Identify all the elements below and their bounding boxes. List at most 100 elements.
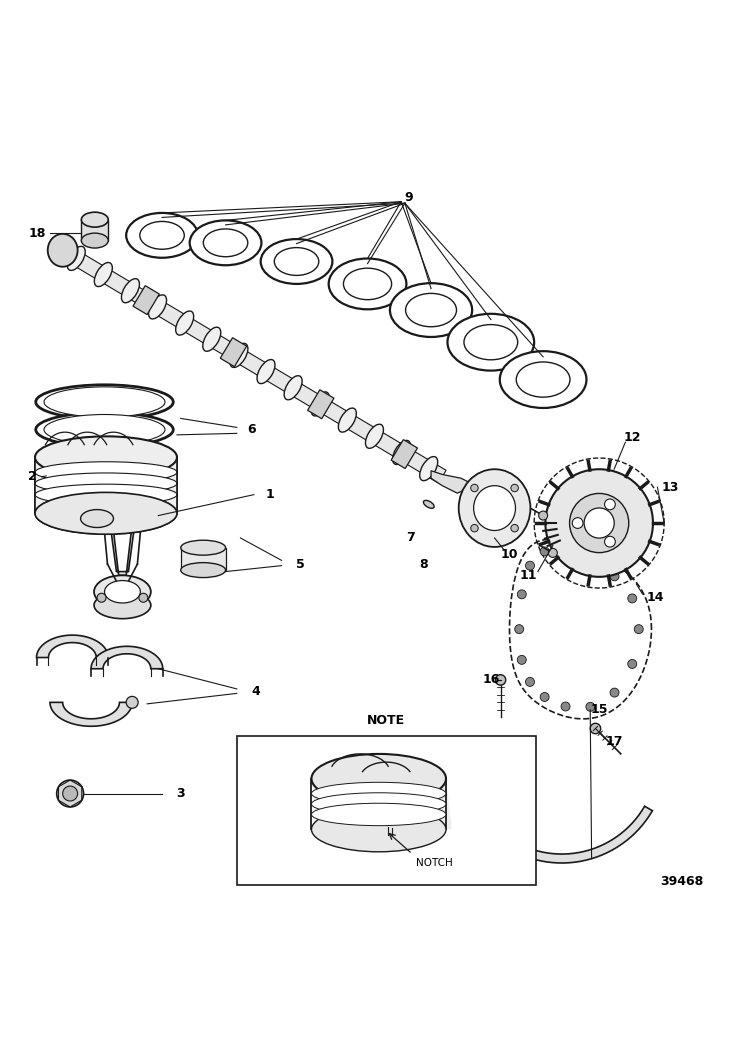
Ellipse shape [57, 780, 83, 807]
Ellipse shape [35, 473, 177, 493]
Ellipse shape [181, 540, 226, 555]
Ellipse shape [464, 325, 518, 360]
Polygon shape [101, 493, 143, 575]
Polygon shape [35, 457, 177, 514]
Polygon shape [91, 646, 163, 668]
Text: 18: 18 [28, 227, 46, 240]
Polygon shape [50, 236, 76, 265]
Ellipse shape [540, 547, 549, 556]
Ellipse shape [610, 689, 619, 697]
Ellipse shape [459, 469, 530, 546]
Polygon shape [37, 636, 108, 658]
Ellipse shape [35, 492, 177, 535]
Ellipse shape [584, 508, 614, 538]
Ellipse shape [126, 696, 138, 709]
Ellipse shape [126, 213, 198, 258]
Text: NOTE: NOTE [368, 714, 405, 727]
Polygon shape [311, 779, 452, 830]
Ellipse shape [511, 524, 518, 532]
Text: 9: 9 [404, 191, 413, 205]
Ellipse shape [97, 593, 106, 603]
Ellipse shape [516, 362, 570, 397]
Polygon shape [133, 285, 159, 314]
Ellipse shape [36, 413, 173, 447]
Ellipse shape [48, 233, 77, 266]
Ellipse shape [139, 593, 148, 603]
Ellipse shape [448, 314, 534, 370]
Ellipse shape [261, 239, 332, 284]
Text: 10: 10 [501, 547, 518, 561]
Ellipse shape [471, 484, 478, 491]
Text: 13: 13 [662, 481, 679, 493]
Text: 14: 14 [646, 591, 664, 605]
Text: NOTCH: NOTCH [416, 857, 453, 868]
Text: 39468: 39468 [661, 874, 704, 888]
Ellipse shape [569, 493, 628, 553]
Ellipse shape [44, 415, 165, 445]
Ellipse shape [328, 259, 406, 310]
Bar [237, 736, 536, 886]
Ellipse shape [500, 351, 586, 408]
Ellipse shape [604, 536, 615, 547]
Ellipse shape [274, 247, 319, 276]
Ellipse shape [474, 486, 515, 530]
Polygon shape [81, 220, 108, 241]
Ellipse shape [311, 392, 329, 416]
Ellipse shape [81, 212, 108, 227]
Text: 17: 17 [605, 734, 622, 748]
Text: 6: 6 [248, 423, 256, 436]
Text: 8: 8 [419, 558, 428, 571]
Ellipse shape [406, 294, 457, 327]
Text: 12: 12 [624, 431, 641, 443]
Polygon shape [181, 547, 226, 570]
Ellipse shape [538, 511, 548, 520]
Ellipse shape [35, 462, 177, 483]
Ellipse shape [203, 229, 248, 257]
Ellipse shape [311, 754, 446, 803]
Ellipse shape [148, 295, 166, 319]
Ellipse shape [230, 344, 248, 367]
Ellipse shape [540, 693, 549, 701]
Ellipse shape [590, 724, 601, 734]
Ellipse shape [44, 387, 165, 417]
Ellipse shape [526, 677, 535, 686]
Ellipse shape [176, 311, 194, 335]
Ellipse shape [284, 376, 302, 400]
Ellipse shape [311, 793, 446, 815]
Ellipse shape [365, 424, 383, 449]
Ellipse shape [80, 509, 113, 527]
Ellipse shape [344, 268, 392, 299]
Ellipse shape [514, 625, 523, 633]
Ellipse shape [526, 561, 535, 570]
Ellipse shape [94, 262, 112, 286]
Ellipse shape [518, 590, 526, 598]
Ellipse shape [311, 803, 446, 825]
Ellipse shape [628, 594, 637, 603]
Ellipse shape [420, 456, 438, 481]
Ellipse shape [634, 625, 644, 633]
Polygon shape [431, 471, 469, 493]
Text: 2: 2 [28, 470, 38, 483]
Ellipse shape [94, 575, 151, 608]
Ellipse shape [561, 547, 570, 556]
Ellipse shape [586, 702, 595, 711]
Text: 3: 3 [176, 787, 185, 800]
Ellipse shape [511, 484, 518, 491]
Ellipse shape [81, 233, 108, 248]
Ellipse shape [109, 491, 136, 509]
Text: 5: 5 [296, 558, 304, 571]
Text: 16: 16 [482, 674, 500, 686]
Polygon shape [50, 702, 132, 726]
Ellipse shape [548, 549, 557, 557]
Ellipse shape [36, 385, 173, 419]
Ellipse shape [46, 470, 58, 482]
Ellipse shape [518, 656, 526, 664]
Ellipse shape [35, 492, 177, 535]
Ellipse shape [338, 408, 356, 432]
Text: 4: 4 [251, 684, 260, 698]
Text: 11: 11 [520, 569, 537, 581]
Ellipse shape [545, 469, 653, 577]
Ellipse shape [311, 807, 446, 852]
Ellipse shape [181, 562, 226, 577]
Ellipse shape [257, 360, 275, 384]
